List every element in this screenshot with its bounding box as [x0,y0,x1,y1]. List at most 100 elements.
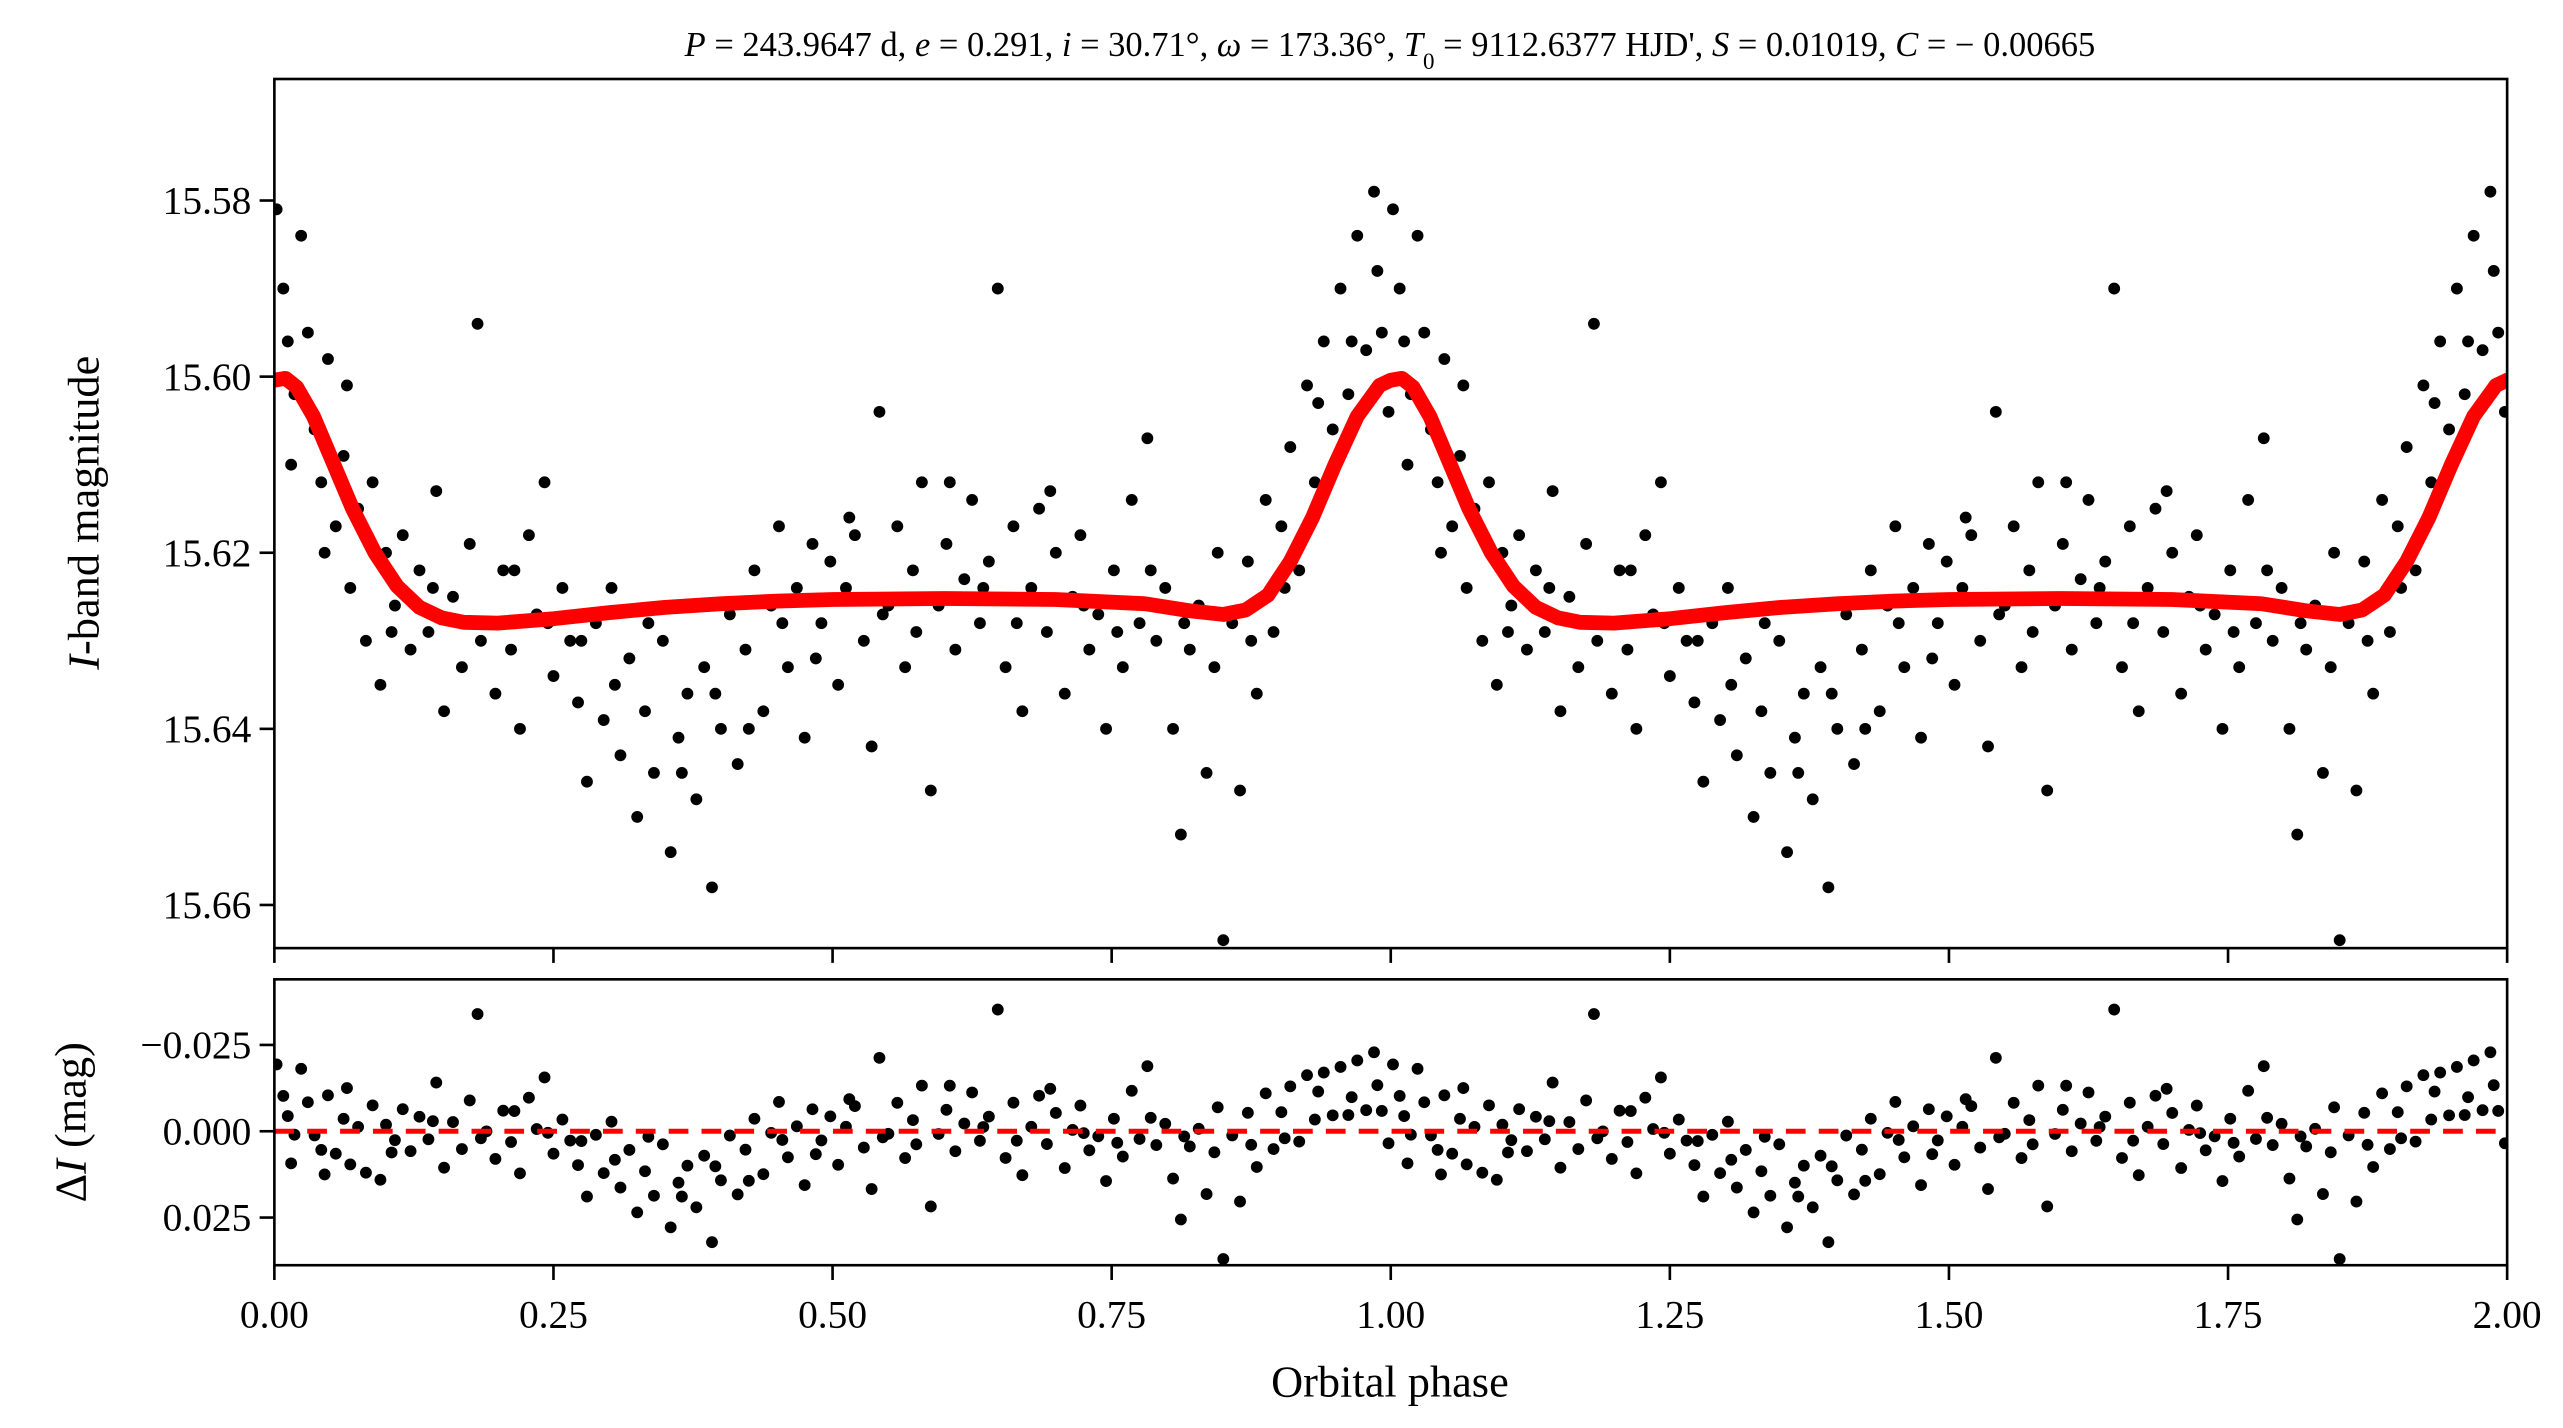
data-point [1183,643,1196,656]
top-y-ticks: 15.58 15.60 15.62 15.64 15.66 [163,179,275,927]
data-point [943,476,956,489]
residual-point [1825,1160,1838,1173]
data-point [1016,705,1029,718]
residual-point [295,1062,308,1075]
data-point [2400,441,2413,453]
residual-point [2175,1162,2188,1174]
data-point [2476,344,2489,357]
data-point [1483,476,1495,489]
data-point [1245,634,1258,647]
residual-point [575,1135,588,1148]
residual-point [940,1103,953,1116]
data-point [360,634,372,647]
residual-point [1529,1110,1542,1123]
y-tick-label: 15.60 [163,355,252,399]
residual-point [426,1115,439,1128]
data-point [675,766,688,779]
data-point [605,582,618,594]
residual-point [891,1096,904,1109]
residual-point [2160,1082,2173,1095]
residual-point [497,1104,510,1117]
data-point [824,555,837,568]
data-point [1588,317,1600,330]
residual-point [1859,1174,1872,1187]
y-tick-label: 0.025 [163,1196,252,1240]
data-point [471,317,484,330]
residual-point [865,1183,878,1195]
data-point [706,881,718,894]
data-point [274,203,283,216]
data-point [1624,564,1637,577]
residual-point [1926,1148,1939,1161]
residual-point [1873,1168,1886,1181]
data-point [748,564,761,577]
data-point [1360,344,1373,357]
data-point [1848,758,1860,770]
residual-point [1814,1149,1827,1162]
residual-point [1431,1143,1444,1156]
residual-point [1375,1105,1388,1117]
y-tick-label: −0.025 [140,1023,251,1067]
residual-point [1312,1085,1325,1098]
residual-point [1083,1144,1096,1157]
y-tick-label: 15.64 [163,707,252,751]
residual-point [1116,1150,1129,1163]
residual-point [1605,1152,1618,1165]
residual-point [1580,1094,1593,1107]
data-point [1639,529,1652,542]
residual-point [581,1190,593,1203]
residual-point [2361,1138,2374,1151]
data-point [2484,185,2497,198]
data-point [1831,722,1844,735]
data-point [2157,626,2170,638]
data-point [2358,555,2371,568]
data-point [715,722,727,735]
chart-title: P = 243.9647 d, e = 0.291, i = 30.71°, ω… [684,26,2096,74]
residual-point [2233,1150,2246,1163]
residual-point [1111,1136,1124,1149]
data-point [739,643,752,656]
data-point [1010,617,1023,630]
residual-point [2498,1137,2508,1150]
data-point [731,758,744,770]
data-point [982,555,995,568]
data-point [1630,722,1643,735]
data-point [2160,485,2173,498]
residual-point [1334,1061,1347,1073]
residual-point [329,1147,342,1160]
data-point [1457,379,1470,392]
data-point [1301,379,1313,392]
data-point [1275,520,1288,533]
data-point [1049,546,1062,559]
data-point [281,335,294,348]
residual-point [1764,1189,1777,1202]
residual-point [589,1128,602,1141]
data-point [891,520,904,533]
residual-point [706,1236,718,1249]
data-point [1513,529,1526,542]
residual-point [1993,1131,2006,1144]
data-point [1864,564,1877,577]
residual-point [2450,1061,2463,1073]
data-point [277,282,290,295]
data-point [1956,582,1969,594]
data-point [1284,441,1297,453]
data-point [1725,678,1738,691]
data-point [1922,538,1935,550]
residual-point [341,1082,353,1095]
x-axis-label: Orbital phase [1271,1357,1509,1407]
residual-point [1250,1161,1263,1173]
residual-point [1058,1162,1071,1174]
residual-point [1898,1151,1911,1164]
data-point [781,661,794,674]
data-point [1792,766,1805,779]
data-point [597,714,610,726]
residual-point [2434,1066,2447,1079]
data-point [1691,634,1704,647]
residual-point [1755,1165,1768,1178]
data-point [876,608,889,621]
residual-point [748,1112,761,1125]
residual-point [2317,1188,2329,1201]
residual-point [1211,1101,1224,1114]
